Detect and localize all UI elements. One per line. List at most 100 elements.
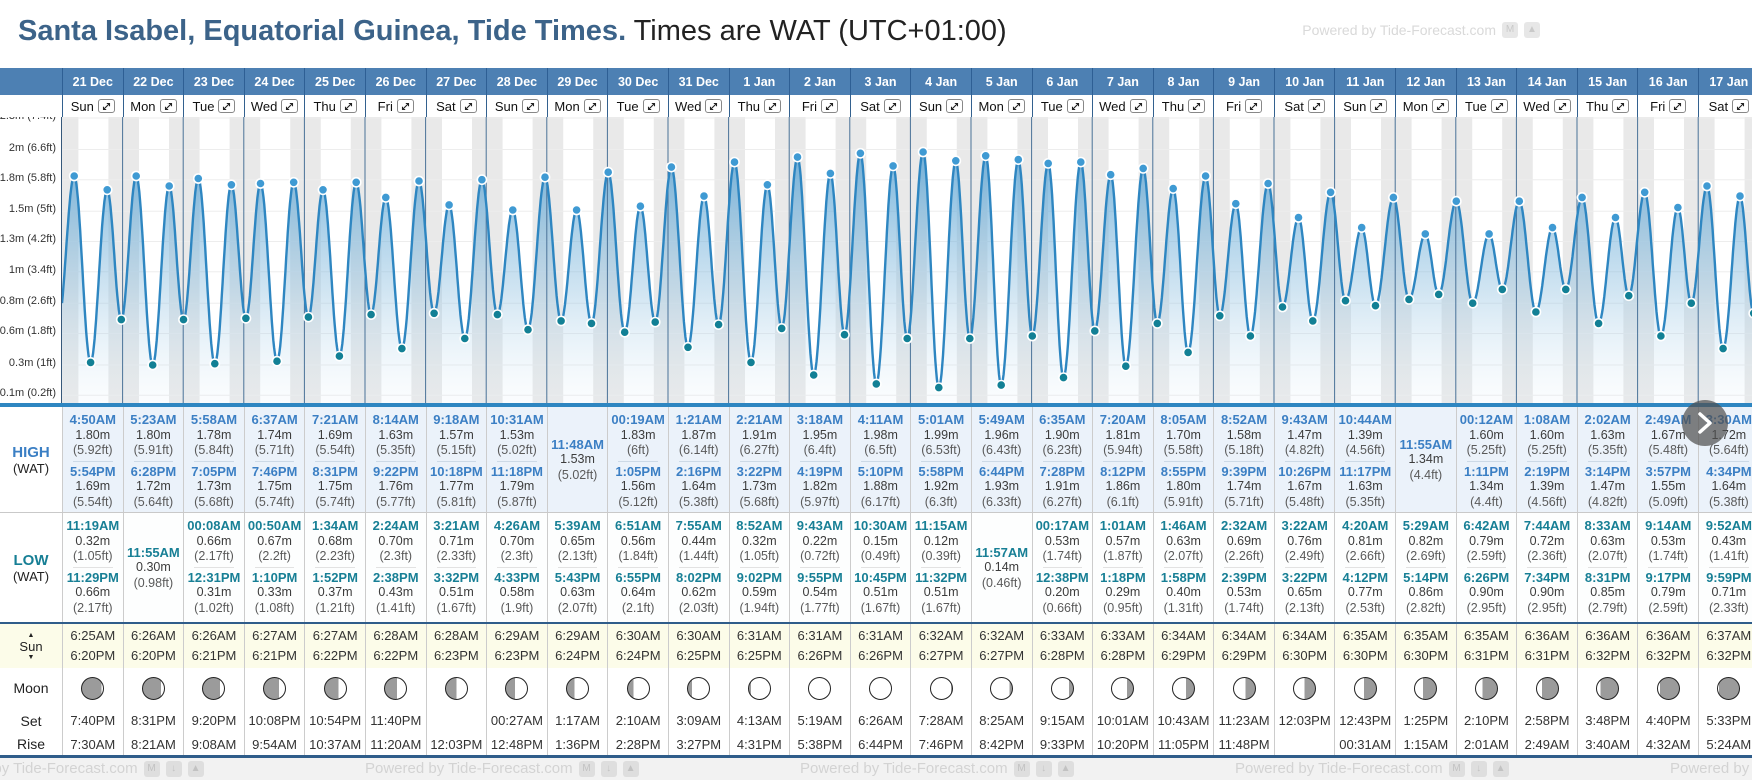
tide-time: 11:55AM <box>1399 436 1453 452</box>
moon-cell <box>122 668 184 708</box>
sunrise-time: 6:34AM <box>1221 628 1267 643</box>
expand-day-button[interactable] <box>281 99 299 113</box>
expand-day-button[interactable] <box>946 99 964 113</box>
tide-height-ft: (6.5ft) <box>864 443 897 457</box>
sunset-time: 6:30PM <box>1403 648 1449 663</box>
moonrise-time: 11:05PM <box>1157 736 1210 752</box>
low-tide-cell: 7:55AM 0.44m (1.44ft) 8:02PM 0.62m (2.03ft) <box>667 513 729 622</box>
tide-time: 5:49AM <box>978 412 1025 427</box>
weekday-label: Thu <box>313 98 336 114</box>
tide-height-m: 1.91m <box>1044 479 1080 493</box>
tide-height-m: 1.90m <box>1044 427 1080 442</box>
timezone-label: (WAT) <box>12 568 50 584</box>
expand-day-button[interactable] <box>97 99 115 113</box>
moonrise-time-cell: 8:42PM <box>970 733 1032 755</box>
tide-height-ft: (4.82ft) <box>1587 494 1628 509</box>
next-days-button[interactable] <box>1682 400 1728 446</box>
tide-height-m: 0.65m <box>560 533 595 548</box>
sun-times-cell: 6:36AM 6:31PM <box>1516 624 1577 668</box>
tide-entry: 5:43PM 0.63m (2.07ft) <box>548 570 608 617</box>
weekday-cell: Sun <box>910 95 971 117</box>
tide-time: 11:55AM <box>127 544 180 560</box>
tide-entry: 9:43AM 0.22m (0.72ft) <box>790 518 850 565</box>
tide-time: 2:38PM <box>373 569 419 585</box>
tide-time: 2:19PM <box>1524 463 1570 479</box>
moon-phase-icon <box>384 676 408 700</box>
watermark: Powered by Tide-Forecast.com M ↓ ▲ <box>800 760 1074 777</box>
tide-height-ft: (0.46ft) <box>981 575 1022 590</box>
expand-day-button[interactable] <box>1066 99 1084 113</box>
tide-height-ft: (2.03ft) <box>678 600 719 615</box>
tide-height-m: 0.70m <box>499 533 535 548</box>
expand-day-button[interactable] <box>1553 99 1571 113</box>
expand-day-button[interactable] <box>1188 99 1206 113</box>
sun-times-cell: 6:29AM 6:24PM <box>546 624 608 668</box>
moonset-time: 6:26AM <box>858 713 903 728</box>
moon-cell <box>1455 668 1517 708</box>
weekday-label: Sun <box>1343 98 1367 114</box>
watermark-icon: M <box>1448 760 1465 777</box>
entry-divider <box>739 460 780 462</box>
expand-day-button[interactable] <box>522 99 540 113</box>
expand-day-button[interactable] <box>1669 99 1687 113</box>
sun-times-cell: 6:27AM 6:22PM <box>304 624 365 668</box>
expand-day-button[interactable] <box>1732 99 1750 113</box>
tide-entry: 1:58PM 0.40m (1.31ft) <box>1154 570 1214 617</box>
tide-entry: 11:32PM 0.51m (1.67ft) <box>911 570 971 617</box>
page-header: Santa Isabel, Equatorial Guinea, Tide Ti… <box>0 0 1752 68</box>
expand-day-button[interactable] <box>1245 99 1263 113</box>
moonset-time: 2:10AM <box>615 713 661 728</box>
sun-times-cell: 6:29AM 6:23PM <box>486 624 547 668</box>
sun-times-cell: 6:35AM 6:30PM <box>1334 624 1395 668</box>
sun-times-cell: 6:27AM 6:21PM <box>243 624 305 668</box>
moon-cell <box>546 668 608 708</box>
tide-height-ft: (0.72ft) <box>800 549 840 563</box>
tide-entry: 7:05PM 1.73m (5.68ft) <box>184 464 244 511</box>
tide-entry: 6:26PM 0.90m (2.95ft) <box>1457 570 1517 617</box>
expand-day-button[interactable] <box>1007 99 1025 113</box>
expand-day-button[interactable] <box>159 99 177 113</box>
expand-day-button[interactable] <box>1432 99 1449 113</box>
moon-phase-icon <box>1596 676 1620 700</box>
tide-entry: 3:22PM 1.73m (5.68ft) <box>730 464 790 511</box>
expand-day-button[interactable] <box>459 99 477 113</box>
tide-height-ft: (2.17ft) <box>194 549 234 563</box>
low-tide-cell: 4:20AM 0.81m (2.66ft) 4:12PM 0.77m (2.53ft) <box>1334 513 1396 622</box>
tide-height-m: 0.53m <box>1226 585 1262 599</box>
expand-day-button[interactable] <box>1129 99 1147 113</box>
moonrise-time-cell: 12:48PM <box>486 733 547 755</box>
sunrise-time: 6:29AM <box>555 628 600 643</box>
expand-day-button[interactable] <box>705 99 723 113</box>
watermark: Powered by Tide-Forecast.com M ↓ ▲ <box>0 760 204 777</box>
weekday-cell: Sat <box>849 95 911 117</box>
date-label: 4 Jan <box>925 74 958 89</box>
expand-day-button[interactable] <box>883 99 901 113</box>
expand-day-button[interactable] <box>1612 99 1630 113</box>
tide-height-ft: (2.07ft) <box>1163 549 1204 563</box>
expand-day-button[interactable] <box>1370 99 1388 113</box>
tide-height-m: 1.63m <box>378 427 414 442</box>
weekday-cell: Sat <box>425 95 487 117</box>
expand-day-button[interactable] <box>339 99 357 113</box>
date-cell: 25 Dec <box>304 68 365 95</box>
date-label: 10 Jan <box>1285 74 1325 89</box>
tide-entry: 1:01AM 0.57m (1.87ft) <box>1093 518 1153 565</box>
expand-day-button[interactable] <box>1307 99 1325 113</box>
moonset-time-cell: 9:15AM <box>1031 708 1093 733</box>
expand-day-button[interactable] <box>1490 99 1508 113</box>
expand-day-button[interactable] <box>764 99 782 113</box>
expand-day-button[interactable] <box>396 99 414 113</box>
sun-times-cell: 6:30AM 6:25PM <box>667 624 729 668</box>
expand-day-button[interactable] <box>583 99 601 113</box>
tide-height-ft: (5.35ft) <box>1345 494 1386 509</box>
date-cell: 28 Dec <box>486 68 547 95</box>
moonset-time-cell: 10:08PM <box>243 708 305 733</box>
low-tide-cell: 7:44AM 0.72m (2.36ft) 7:34PM 0.90m (2.95ft) <box>1516 513 1577 622</box>
tide-time: 5:39AM <box>554 518 601 533</box>
tide-time: 7:28PM <box>1039 463 1086 479</box>
low-tide-cell: 2:32AM 0.69m (2.26ft) 2:39PM 0.53m (1.74ft) <box>1213 513 1274 622</box>
expand-day-button[interactable] <box>642 99 660 113</box>
expand-day-button[interactable] <box>821 99 838 113</box>
sunrise-arrow-icon: ▲ <box>27 631 35 639</box>
expand-day-button[interactable] <box>218 99 236 113</box>
